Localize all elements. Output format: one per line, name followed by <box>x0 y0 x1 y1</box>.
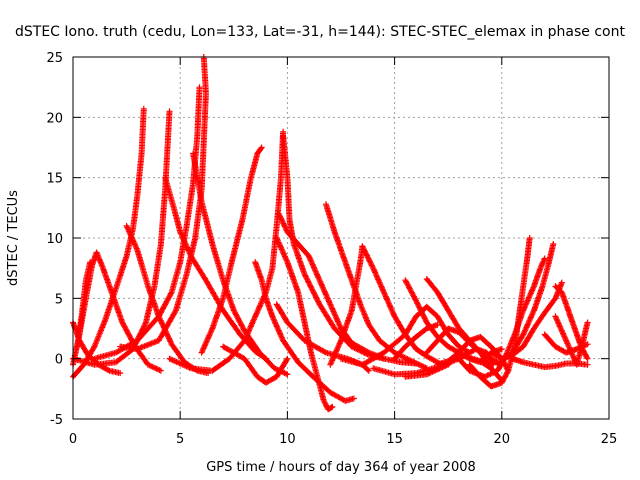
series-markers <box>434 346 505 368</box>
y-tick-label: 0 <box>55 353 63 368</box>
x-tick-label: 5 <box>176 432 184 447</box>
series-markers <box>552 313 591 368</box>
x-tick-label: 20 <box>494 432 511 447</box>
data-series <box>552 313 591 368</box>
series-markers <box>273 235 336 413</box>
data-series <box>280 132 387 362</box>
data-series <box>327 243 366 368</box>
axis-ticks: 0 5 10 15 20 25 -5 0 5 10 15 20 25 <box>46 51 617 447</box>
y-tick-label: 15 <box>46 172 63 187</box>
series-markers <box>162 174 269 362</box>
series-markers <box>166 128 287 374</box>
series-markers <box>70 108 173 368</box>
series-markers <box>327 243 366 368</box>
data-series <box>391 321 441 362</box>
x-tick-label: 10 <box>279 432 296 447</box>
x-tick-label: 15 <box>386 432 403 447</box>
series-markers <box>338 303 473 368</box>
series-markers <box>280 132 387 362</box>
data-series <box>273 235 336 413</box>
y-tick-label: 25 <box>46 51 63 66</box>
data-points <box>70 54 591 413</box>
data-series <box>275 210 419 367</box>
data-series <box>423 325 505 368</box>
chart-title: dSTEC Iono. truth (cedu, Lon=133, Lat=-3… <box>15 24 625 40</box>
data-series <box>162 174 269 362</box>
y-tick-label: -5 <box>50 413 63 428</box>
y-tick-label: 20 <box>46 111 63 126</box>
data-series <box>166 128 287 374</box>
data-series <box>70 108 173 368</box>
y-tick-label: 5 <box>55 292 63 307</box>
series-markers <box>275 210 419 367</box>
data-series <box>220 343 291 386</box>
x-tick-label: 25 <box>601 432 618 447</box>
series-markers <box>423 325 505 368</box>
data-series <box>198 144 265 356</box>
series-markers <box>391 321 441 362</box>
y-tick-label: 10 <box>46 232 63 247</box>
y-axis-label: dSTEC / TECUs <box>6 190 21 286</box>
x-tick-label: 0 <box>69 432 77 447</box>
data-series <box>338 303 473 368</box>
series-markers <box>220 343 291 386</box>
x-axis-label: GPS time / hours of day 364 of year 2008 <box>206 460 476 475</box>
data-series <box>434 346 505 368</box>
series-markers <box>198 144 265 356</box>
